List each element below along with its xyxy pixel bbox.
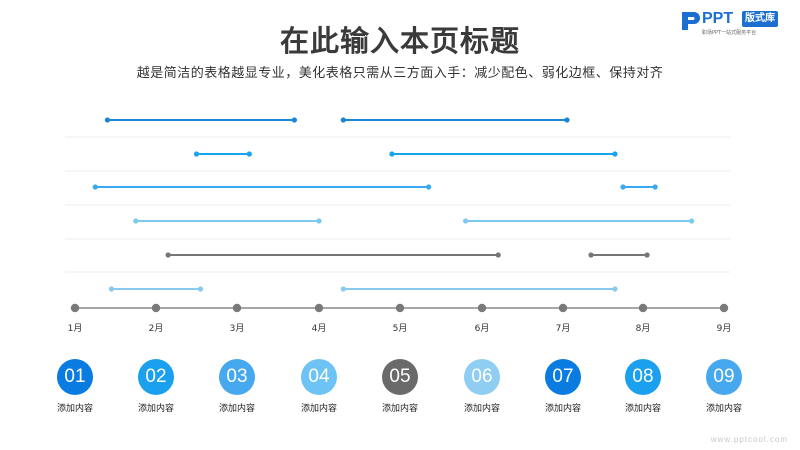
bar-end-dot <box>612 286 618 292</box>
bar-start-dot <box>133 218 139 224</box>
bar-start-dot <box>588 252 594 258</box>
logo-p-icon <box>682 12 700 30</box>
month-label: 3月 <box>230 323 245 334</box>
bar-end-dot <box>612 151 618 157</box>
logo-brand-text: PPT <box>702 10 734 27</box>
bar-start-dot <box>620 184 626 190</box>
item-label: 添加内容 <box>463 404 500 414</box>
bar-end-dot <box>495 252 501 258</box>
month-label: 5月 <box>393 323 408 334</box>
axis-tick-dot <box>558 303 568 313</box>
brand-logo: PPT 版式库 职场PPT一站式服务平台 <box>680 8 795 38</box>
bar-end-dot <box>644 252 650 258</box>
timeline-axis: 1月 2月 3月 4月 5月 6月 7月 8月 9月 <box>68 303 732 334</box>
bar-start-dot <box>463 218 469 224</box>
item-number-badge: 08 <box>625 359 661 395</box>
item-label: 添加内容 <box>624 404 661 414</box>
month-label: 2月 <box>149 323 164 334</box>
bar-start-dot <box>92 184 98 190</box>
logo-badge: 版式库 <box>742 11 778 27</box>
month-label: 8月 <box>636 323 651 334</box>
bar-start-dot <box>340 286 346 292</box>
month-label: 6月 <box>475 323 490 334</box>
bar-start-dot <box>104 117 110 123</box>
bar-end-dot <box>564 117 570 123</box>
item-label: 添加内容 <box>544 404 581 414</box>
item-label: 添加内容 <box>381 404 418 414</box>
axis-tick-dot <box>70 303 80 313</box>
axis-tick-dot <box>719 303 729 313</box>
item-label: 添加内容 <box>705 404 742 414</box>
bar-end-dot <box>426 184 432 190</box>
item-label: 添加内容 <box>300 404 337 414</box>
axis-tick-dot <box>477 303 487 313</box>
bar-end-dot <box>197 286 204 292</box>
timeline-bars <box>92 117 695 292</box>
item-number-badge: 02 <box>138 359 174 395</box>
item-number-badge: 09 <box>706 359 742 395</box>
watermark: www.pptcool.com <box>710 435 788 444</box>
item-label: 添加内容 <box>218 404 255 414</box>
axis-tick-dot <box>151 303 161 313</box>
page-title: 在此输入本页标题 <box>279 24 520 58</box>
bar-start-dot <box>389 151 395 157</box>
item-number-badge: 07 <box>545 359 581 395</box>
item-number-badge: 03 <box>219 359 255 395</box>
item-label: 添加内容 <box>56 404 93 414</box>
axis-tick-dot <box>314 303 324 313</box>
bar-start-dot <box>193 151 200 157</box>
item-number-badge: 04 <box>301 359 337 395</box>
page-subtitle: 越是简洁的表格越显专业，美化表格只需从三方面入手：减少配色、弱化边框、保持对齐 <box>136 66 664 81</box>
item-label: 添加内容 <box>137 404 174 414</box>
bar-end-dot <box>652 184 658 190</box>
bar-start-dot <box>108 286 115 292</box>
bar-start-dot <box>340 117 346 123</box>
bar-end-dot <box>291 117 297 123</box>
month-label: 9月 <box>717 323 732 334</box>
month-label: 4月 <box>312 323 327 334</box>
axis-tick-dot <box>395 303 405 313</box>
timeline-grid <box>65 136 730 273</box>
axis-tick-dot <box>232 303 242 313</box>
axis-tick-dot <box>638 303 648 313</box>
bar-start-dot <box>165 252 171 258</box>
logo-tagline: 职场PPT一站式服务平台 <box>702 30 757 36</box>
bar-end-dot <box>689 218 695 224</box>
bar-end-dot <box>316 218 322 224</box>
item-number-badge: 05 <box>382 359 418 395</box>
item-number-badge: 06 <box>464 359 500 395</box>
item-number-badge: 01 <box>57 359 93 395</box>
month-label: 1月 <box>68 323 83 334</box>
bar-end-dot <box>246 151 252 157</box>
month-label: 7月 <box>556 323 571 334</box>
